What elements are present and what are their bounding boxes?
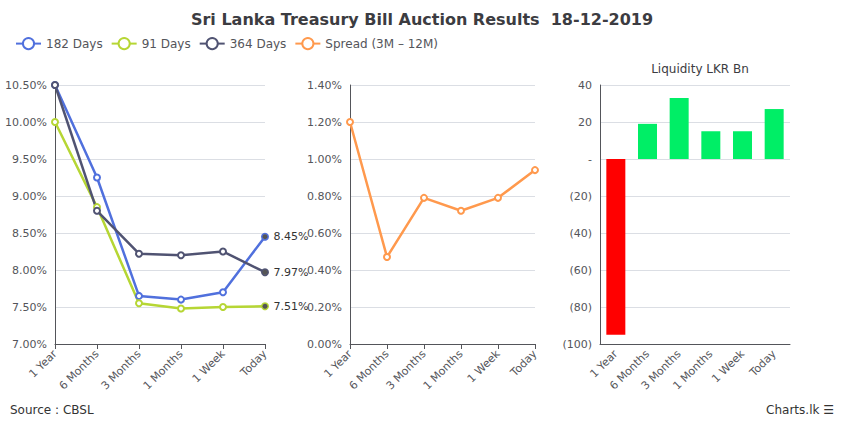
svg-text:0.20%: 0.20%	[307, 301, 342, 314]
svg-text:Today: Today	[507, 347, 540, 380]
svg-text:(80): (80)	[569, 301, 592, 314]
svg-text:1.20%: 1.20%	[307, 116, 342, 129]
svg-text:10.00%: 10.00%	[5, 116, 47, 129]
svg-text:8.00%: 8.00%	[12, 264, 47, 277]
svg-text:0.60%: 0.60%	[307, 227, 342, 240]
svg-text:Spread (3M – 12M): Spread (3M – 12M)	[325, 37, 438, 51]
svg-text:8.45%: 8.45%	[274, 230, 309, 243]
svg-text:1.00%: 1.00%	[307, 153, 342, 166]
svg-text:7.00%: 7.00%	[12, 338, 47, 351]
svg-text:1 Months: 1 Months	[421, 347, 466, 392]
svg-text:6 Months: 6 Months	[57, 347, 102, 392]
svg-text:(20): (20)	[569, 190, 592, 203]
svg-text:1 Year: 1 Year	[322, 347, 355, 380]
svg-text:Sri Lanka Treasury Bill Auctio: Sri Lanka Treasury Bill Auction Results …	[191, 10, 653, 29]
svg-text:0.00%: 0.00%	[307, 338, 342, 351]
svg-text:0.80%: 0.80%	[307, 190, 342, 203]
svg-text:10.50%: 10.50%	[5, 79, 47, 92]
svg-text:0.40%: 0.40%	[307, 264, 342, 277]
svg-text:Today: Today	[237, 347, 270, 380]
svg-text:7.97%: 7.97%	[274, 266, 309, 279]
svg-text:3 Months: 3 Months	[638, 347, 684, 393]
svg-text:3 Months: 3 Months	[383, 347, 429, 393]
svg-text:1 Week: 1 Week	[709, 347, 747, 385]
svg-text:-: -	[588, 153, 592, 166]
svg-text:Today: Today	[746, 347, 779, 380]
svg-text:8.50%: 8.50%	[12, 227, 47, 240]
svg-text:9.50%: 9.50%	[12, 153, 47, 166]
svg-text:7.51%: 7.51%	[274, 300, 309, 313]
svg-text:6 Months: 6 Months	[607, 347, 653, 393]
svg-text:20: 20	[578, 116, 592, 129]
svg-text:91 Days: 91 Days	[142, 37, 191, 51]
svg-text:6 Months: 6 Months	[346, 347, 392, 393]
svg-text:(60): (60)	[569, 264, 592, 277]
svg-text:40: 40	[578, 79, 592, 92]
svg-text:Charts.lk ☰: Charts.lk ☰	[766, 403, 834, 417]
svg-text:Source : CBSL: Source : CBSL	[10, 403, 94, 417]
svg-text:1.40%: 1.40%	[307, 79, 342, 92]
svg-text:364 Days: 364 Days	[230, 37, 287, 51]
svg-text:1 Months: 1 Months	[141, 347, 186, 392]
svg-text:182 Days: 182 Days	[46, 37, 103, 51]
svg-text:1 Months: 1 Months	[670, 347, 715, 392]
svg-text:1 Year: 1 Year	[27, 347, 60, 380]
svg-text:(40): (40)	[569, 227, 592, 240]
svg-text:1 Week: 1 Week	[190, 347, 228, 385]
svg-text:9.00%: 9.00%	[12, 190, 47, 203]
svg-text:3 Months: 3 Months	[99, 347, 144, 392]
svg-text:1 Week: 1 Week	[465, 347, 503, 385]
svg-text:7.50%: 7.50%	[12, 301, 47, 314]
svg-text:Liquidity LKR Bn: Liquidity LKR Bn	[651, 62, 749, 76]
svg-text:(100): (100)	[562, 338, 592, 351]
svg-text:1 Year: 1 Year	[587, 347, 621, 381]
